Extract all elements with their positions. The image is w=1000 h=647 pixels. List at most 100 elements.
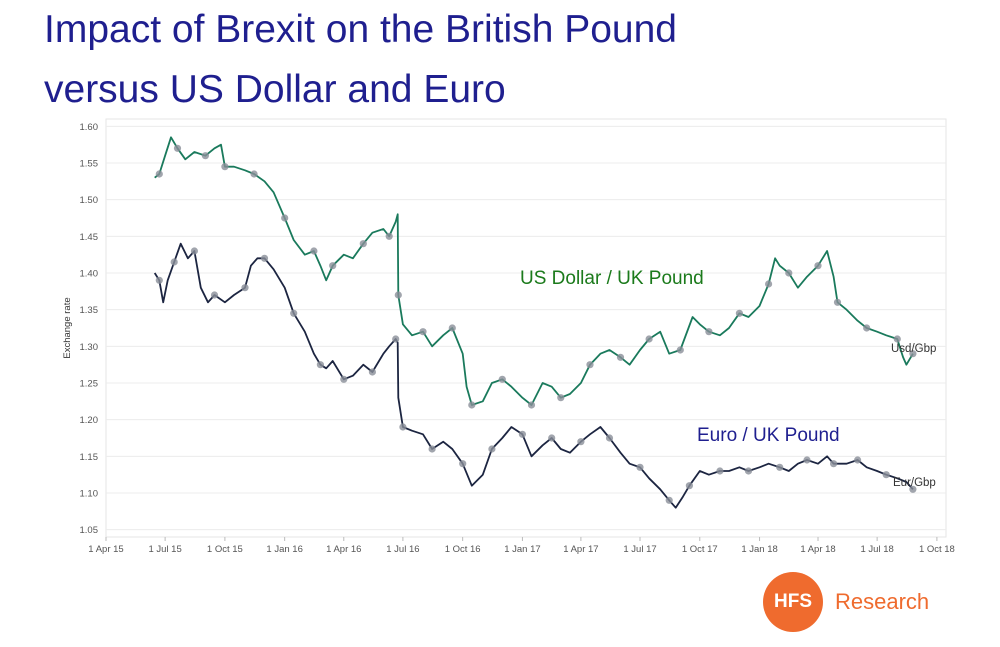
data-point <box>882 471 890 479</box>
series-end-label-usd: Usd/Gbp <box>891 343 936 355</box>
data-point <box>155 276 163 284</box>
data-point <box>428 445 436 453</box>
y-tick-label: 1.10 <box>80 489 99 500</box>
hfs-research-logo: HFS Research <box>763 572 943 632</box>
data-point <box>221 163 229 171</box>
x-tick-label: 1 Apr 18 <box>800 544 835 555</box>
data-point <box>605 434 614 442</box>
x-tick-label: 1 Oct 15 <box>207 544 243 555</box>
data-point <box>676 346 684 354</box>
logo-mark: HFS <box>763 572 823 632</box>
data-point <box>173 144 182 152</box>
data-point <box>527 401 536 409</box>
y-tick-label: 1.15 <box>80 452 99 463</box>
x-tick-label: 1 Apr 16 <box>326 544 361 555</box>
data-point <box>705 328 713 336</box>
y-tick-label: 1.40 <box>80 269 99 280</box>
data-point <box>488 445 496 453</box>
y-tick-label: 1.50 <box>80 195 99 206</box>
data-point <box>310 247 318 255</box>
data-point <box>250 170 258 178</box>
y-tick-label: 1.45 <box>80 232 99 243</box>
data-point <box>577 438 585 446</box>
y-tick-label: 1.55 <box>80 159 99 170</box>
x-tick-label: 1 Jan 16 <box>266 544 302 555</box>
x-tick-label: 1 Jan 18 <box>741 544 777 555</box>
x-tick-label: 1 Jul 15 <box>148 544 181 555</box>
data-point <box>909 485 917 493</box>
y-tick-label: 1.25 <box>80 379 99 390</box>
data-point <box>665 496 673 504</box>
y-tick-label: 1.30 <box>80 342 99 353</box>
data-point <box>776 463 784 471</box>
annotation-eur: Euro / UK Pound <box>697 425 840 446</box>
data-point <box>803 456 811 464</box>
y-axis-label: Exchange rate <box>62 297 73 358</box>
grid-lines <box>106 125 946 531</box>
series-line-usd-gbp <box>154 136 914 406</box>
data-point <box>765 280 773 288</box>
title-line-2: versus US Dollar and Euro <box>44 68 506 111</box>
series-end-label-eur: Eur/Gbp <box>893 477 936 489</box>
y-tick-label: 1.20 <box>80 415 99 426</box>
data-point <box>385 232 393 240</box>
data-point <box>616 353 625 361</box>
x-tick-label: 1 Oct 17 <box>682 544 718 555</box>
annotation-usd: US Dollar / UK Pound <box>520 268 704 289</box>
data-point <box>201 152 209 160</box>
data-point <box>833 298 842 306</box>
data-point <box>518 430 527 438</box>
data-point <box>340 375 348 383</box>
data-point <box>735 309 744 317</box>
data-point <box>909 350 917 358</box>
x-tick-label: 1 Oct 18 <box>919 544 955 555</box>
data-point <box>399 423 407 431</box>
page-title: Impact of Brexit on the British Pound ve… <box>44 0 944 120</box>
data-point <box>685 482 694 490</box>
data-point <box>190 247 198 255</box>
data-point <box>359 240 367 248</box>
data-point <box>830 460 838 468</box>
series-group <box>153 136 917 509</box>
data-point <box>290 309 298 317</box>
logo-text: Research <box>835 589 930 614</box>
x-tick-label: 1 Jan 17 <box>504 544 540 555</box>
data-point <box>260 254 269 262</box>
data-point <box>744 467 753 475</box>
data-point <box>893 335 901 343</box>
plot-frame <box>105 118 947 538</box>
data-point <box>392 335 400 343</box>
data-point <box>329 262 337 270</box>
y-tick-label: 1.35 <box>80 305 99 316</box>
x-tick-label: 1 Apr 17 <box>563 544 598 555</box>
data-point <box>863 324 871 332</box>
x-tick-label: 1 Jul 18 <box>860 544 893 555</box>
data-point <box>645 335 653 343</box>
data-point <box>498 375 506 383</box>
data-point <box>636 463 644 471</box>
y-axis: 1.05 1.10 1.15 1.20 1.25 1.30 1.35 1.40 1.45 1.50… <box>80 122 99 536</box>
data-point <box>170 258 178 266</box>
y-tick-label: 1.05 <box>80 525 99 536</box>
data-point <box>557 394 565 402</box>
data-point <box>854 456 862 464</box>
data-point <box>586 361 594 369</box>
data-point <box>448 324 456 332</box>
data-point <box>785 269 793 277</box>
x-tick-label: 1 Jul 16 <box>386 544 419 555</box>
x-tick-label: 1 Oct 16 <box>445 544 481 555</box>
data-point <box>241 284 249 292</box>
title-line-1: Impact of Brexit on the British Pound <box>44 8 677 51</box>
data-point <box>459 460 467 468</box>
y-tick-label: 1.60 <box>80 122 99 133</box>
data-point <box>548 434 556 442</box>
data-point <box>394 291 402 299</box>
data-point <box>155 170 163 178</box>
data-point <box>419 328 427 336</box>
data-point <box>468 401 476 409</box>
data-point <box>210 291 219 299</box>
data-point <box>814 262 822 270</box>
data-point <box>368 368 376 376</box>
x-tick-label: 1 Apr 15 <box>88 544 123 555</box>
